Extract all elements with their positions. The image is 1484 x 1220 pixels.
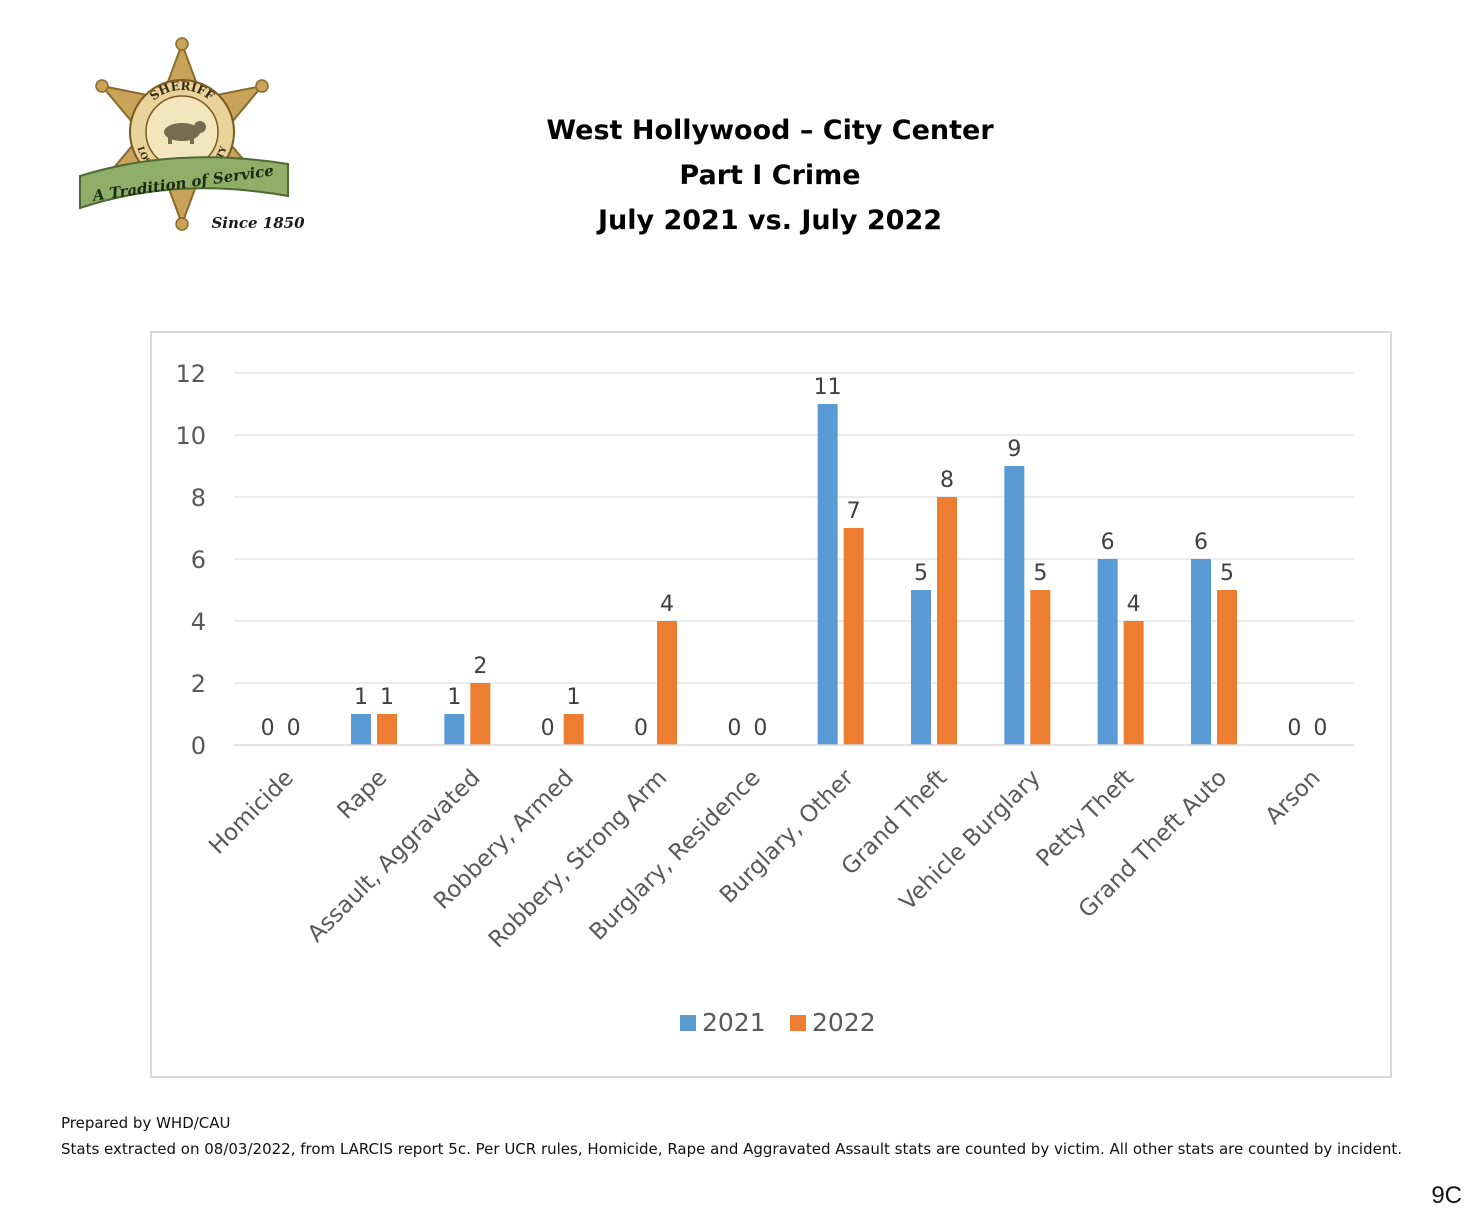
bar-2022 <box>657 621 677 745</box>
bar-2022 <box>1030 590 1051 745</box>
data-label-2022: 0 <box>1313 716 1327 741</box>
data-label-2021: 0 <box>634 716 648 741</box>
page-title: West Hollywood – City Center Part I Crim… <box>470 108 1070 243</box>
data-label-2022: 5 <box>1033 561 1047 586</box>
bar-2021 <box>444 714 465 745</box>
bar-2021 <box>351 714 371 745</box>
bar-2022 <box>937 497 957 745</box>
y-tick-label: 4 <box>191 608 206 636</box>
data-label-2022: 5 <box>1220 561 1234 586</box>
bar-2021 <box>817 404 838 745</box>
bar-2022 <box>1217 590 1237 745</box>
data-label-2021: 1 <box>354 685 368 710</box>
bar-2022 <box>470 683 491 745</box>
data-label-2021: 5 <box>914 561 928 586</box>
x-tick-label: Robbery, Strong Arm <box>484 765 672 953</box>
bar-2022 <box>1123 621 1144 745</box>
page-number: 9C <box>1431 1182 1462 1209</box>
x-tick-label: Homicide <box>204 765 299 860</box>
bar-2021 <box>1097 559 1118 745</box>
data-label-2021: 0 <box>727 716 741 741</box>
sheriff-logo: SHERIFF LOS ANGELES COUNTY A Tradition o… <box>76 36 308 236</box>
data-label-2021: 1 <box>447 685 461 710</box>
data-label-2021: 6 <box>1101 530 1115 555</box>
footer-note: Stats extracted on 08/03/2022, from LARC… <box>61 1140 1402 1158</box>
data-label-2021: 0 <box>541 716 555 741</box>
bar-2022 <box>563 714 584 745</box>
chart-frame: 0 2 4 6 8 10 12 0 0 Homicide 1 1 Rape 1 2 Assault, Aggr… <box>150 331 1392 1078</box>
title-line-3: July 2021 vs. July 2022 <box>597 205 943 236</box>
legend-label-2022: 2022 <box>812 1008 876 1037</box>
data-label-2021: 9 <box>1007 437 1021 462</box>
y-tick-label: 10 <box>175 422 206 450</box>
legend-swatch-2022 <box>790 1015 806 1031</box>
y-tick-label: 2 <box>191 670 206 698</box>
x-tick-label: Rape <box>333 765 393 825</box>
x-tick-label: Burglary, Residence <box>585 765 766 946</box>
data-label-2022: 8 <box>940 468 954 493</box>
data-label-2022: 0 <box>753 716 767 741</box>
x-tick-label: Arson <box>1261 765 1326 830</box>
data-label-2022: 4 <box>1127 592 1141 617</box>
bar-2021 <box>911 590 931 745</box>
data-label-2022: 1 <box>380 685 394 710</box>
title-line-1: West Hollywood – City Center <box>546 115 994 146</box>
bar-2022 <box>377 714 397 745</box>
legend-label-2021: 2021 <box>702 1008 766 1037</box>
y-tick-label: 0 <box>191 732 206 760</box>
data-label-2022: 2 <box>473 654 487 679</box>
sheriff-star-badge-icon: SHERIFF LOS ANGELES COUNTY A Tradition o… <box>79 37 305 232</box>
bar-2022 <box>843 528 864 745</box>
bar-2021 <box>1004 466 1025 745</box>
y-tick-label: 6 <box>191 546 206 574</box>
title-line-2: Part I Crime <box>679 160 861 191</box>
bar-2021 <box>1191 559 1211 745</box>
data-label-2022: 7 <box>847 499 861 524</box>
data-label-2022: 4 <box>660 592 674 617</box>
data-label-2022: 0 <box>287 716 301 741</box>
data-label-2021: 6 <box>1194 530 1208 555</box>
legend-swatch-2021 <box>680 1015 696 1031</box>
data-label-2021: 11 <box>814 375 842 400</box>
logo-since-text: Since 1850 <box>211 214 305 232</box>
data-label-2021: 0 <box>1287 716 1301 741</box>
x-tick-label: Assault, Aggravated <box>303 765 486 948</box>
y-tick-label: 12 <box>175 360 206 388</box>
footer-prepared: Prepared by WHD/CAU <box>61 1114 231 1132</box>
y-tick-label: 8 <box>191 484 206 512</box>
data-label-2022: 1 <box>567 685 581 710</box>
data-label-2021: 0 <box>261 716 275 741</box>
